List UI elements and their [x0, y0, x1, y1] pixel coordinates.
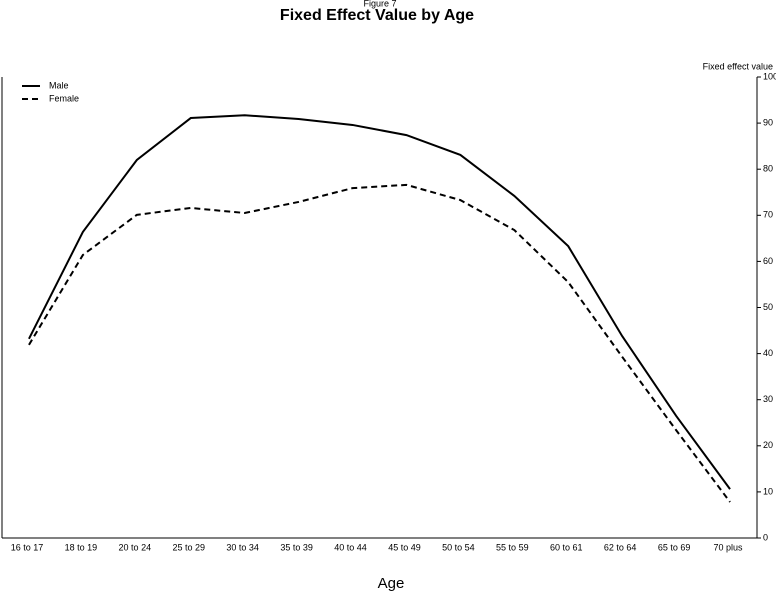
x-axis-label: Age	[378, 575, 405, 592]
y-tick-label: 30	[763, 394, 773, 404]
x-tick-label: 62 to 64	[604, 542, 637, 552]
x-tick-label: 18 to 19	[65, 542, 98, 552]
y-tick-label: 0	[763, 532, 768, 542]
x-tick-label: 50 to 54	[442, 542, 475, 552]
x-tick-label: 45 to 49	[388, 542, 421, 552]
x-tick-label: 55 to 59	[496, 542, 529, 552]
x-tick-label: 60 to 61	[550, 542, 583, 552]
line-series	[28, 114, 731, 490]
y-tick-label: 10	[763, 486, 773, 496]
y-tick-label: 70	[763, 210, 773, 220]
y-tick-label: 100	[763, 71, 776, 81]
x-tick-label: 20 to 24	[119, 542, 152, 552]
x-tick-label: 70 plus	[714, 542, 744, 552]
legend-label: Male	[49, 80, 69, 90]
x-tick-label: 40 to 44	[334, 542, 367, 552]
y-tick-label: 50	[763, 302, 773, 312]
chart-subtitle: Figure 7	[363, 0, 396, 8]
y-tick-label: 80	[763, 164, 773, 174]
y-tick-label: 60	[763, 256, 773, 266]
y-tick-label: 20	[763, 440, 773, 450]
line-series	[28, 183, 731, 503]
x-tick-label: 25 to 29	[172, 542, 205, 552]
chart-title: Fixed Effect Value by Age	[280, 7, 474, 24]
x-tick-label: 65 to 69	[658, 542, 691, 552]
x-tick-label: 16 to 17	[11, 542, 44, 552]
y-axis-label: Fixed effect value	[703, 61, 773, 71]
y-tick-label: 40	[763, 348, 773, 358]
x-tick-label: 35 to 39	[280, 542, 313, 552]
legend-label: Female	[49, 93, 79, 103]
x-tick-label: 30 to 34	[226, 542, 259, 552]
y-tick-label: 90	[763, 117, 773, 127]
